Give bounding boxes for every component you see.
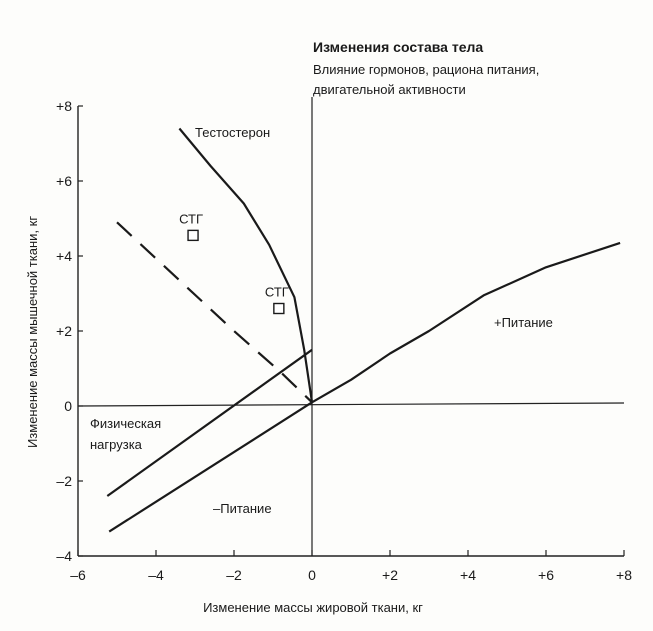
x-tick-label: +6 — [538, 567, 554, 583]
series-line-2 — [311, 241, 621, 404]
y-tick-label: +6 — [56, 173, 72, 189]
label-exercise-line-1: Физическая — [90, 416, 161, 431]
label-plus-nutrition: +Питание — [494, 315, 553, 330]
x-axis-label: Изменение массы жировой ткани, кг — [203, 600, 423, 615]
y-tick-label: –2 — [56, 473, 72, 489]
y-tick-label: +4 — [56, 248, 72, 264]
stg-marker-label: СТГ — [265, 285, 289, 300]
y-tick-label: +8 — [56, 98, 72, 114]
zero-horizontal-line — [77, 402, 625, 407]
x-tick-label: –4 — [148, 567, 164, 583]
x-tick-label: –2 — [226, 567, 242, 583]
y-tick-label: 0 — [64, 398, 72, 414]
y-tick-label: –4 — [56, 548, 72, 564]
y-tick-label: +2 — [56, 323, 72, 339]
chart-subtitle-line-1: Влияние гормонов, рациона питания, — [313, 62, 539, 77]
x-tick-label: +2 — [382, 567, 398, 583]
y-axis-label: Изменение массы мышечной ткани, кг — [25, 216, 40, 448]
stg-marker — [273, 302, 285, 315]
label-testosterone: Тестостерон — [195, 125, 270, 140]
label-exercise-line-2: нагрузка — [90, 437, 143, 452]
series-line-1 — [116, 221, 313, 404]
x-tick-label: 0 — [308, 567, 316, 583]
x-tick-label: +8 — [616, 567, 632, 583]
series-line-0 — [178, 127, 314, 403]
x-tick-label: +4 — [460, 567, 476, 583]
chart-subtitle-line-2: двигательной активности — [313, 82, 466, 97]
series-line-3 — [106, 348, 313, 497]
chart-title: Изменения состава тела — [313, 39, 483, 55]
label-minus-nutrition: –Питание — [213, 501, 272, 516]
stg-marker — [187, 229, 199, 242]
x-tick-label: –6 — [70, 567, 86, 583]
series-line-4 — [108, 401, 313, 533]
stg-marker-label: СТГ — [179, 211, 203, 226]
